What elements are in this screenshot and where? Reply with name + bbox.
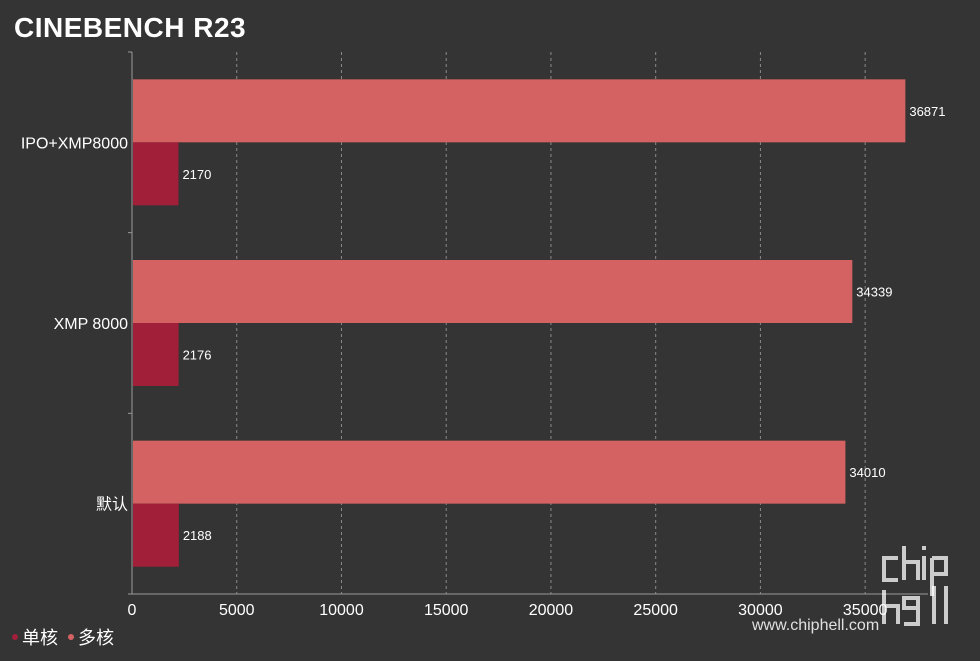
- data-label: 2170: [182, 167, 211, 182]
- legend-swatch-multi-core: [68, 634, 74, 640]
- bar-multi-core: [133, 79, 906, 143]
- x-tick-label: 20000: [529, 602, 574, 619]
- category-label: 默认: [96, 496, 128, 514]
- axes: [128, 51, 928, 595]
- legend-item-single-core: 单核: [12, 624, 58, 650]
- legend-item-multi-core: 多核: [68, 624, 114, 650]
- legend-label-multi-core: 多核: [78, 628, 114, 649]
- watermark-url: www.chiphell.com: [752, 617, 880, 634]
- bar-single-core: [133, 503, 179, 567]
- data-label: 34339: [856, 285, 892, 300]
- chart-title: CINEBENCH R23: [14, 12, 247, 43]
- data-label: 36871: [909, 104, 945, 119]
- category-label: XMP 8000: [54, 316, 129, 333]
- bar-multi-core: [133, 260, 853, 323]
- data-label: 2176: [183, 348, 212, 363]
- legend: 单核 多核: [12, 624, 114, 650]
- x-tick-label: 30000: [738, 602, 783, 619]
- bars: [133, 79, 906, 567]
- x-tick-label: 10000: [319, 602, 364, 619]
- category-label: IPO+XMP8000: [21, 135, 128, 152]
- bar-single-core: [133, 142, 179, 206]
- data-label: 34010: [849, 465, 885, 480]
- bar-single-core: [133, 323, 179, 386]
- x-tick-label: 0: [128, 602, 137, 619]
- legend-swatch-single-core: [12, 634, 18, 640]
- bar-multi-core: [133, 440, 846, 504]
- x-tick-label: 5000: [219, 602, 255, 619]
- x-tick-label: 25000: [633, 602, 678, 619]
- x-tick-label: 15000: [424, 602, 469, 619]
- data-label: 2188: [183, 528, 212, 543]
- legend-label-single-core: 单核: [22, 628, 58, 649]
- x-tick-label: 35000: [843, 602, 888, 619]
- watermark-logo: [882, 546, 948, 626]
- labels: 0 5000 10000 15000 20000 25000 30000 35000 36871…: [21, 104, 946, 619]
